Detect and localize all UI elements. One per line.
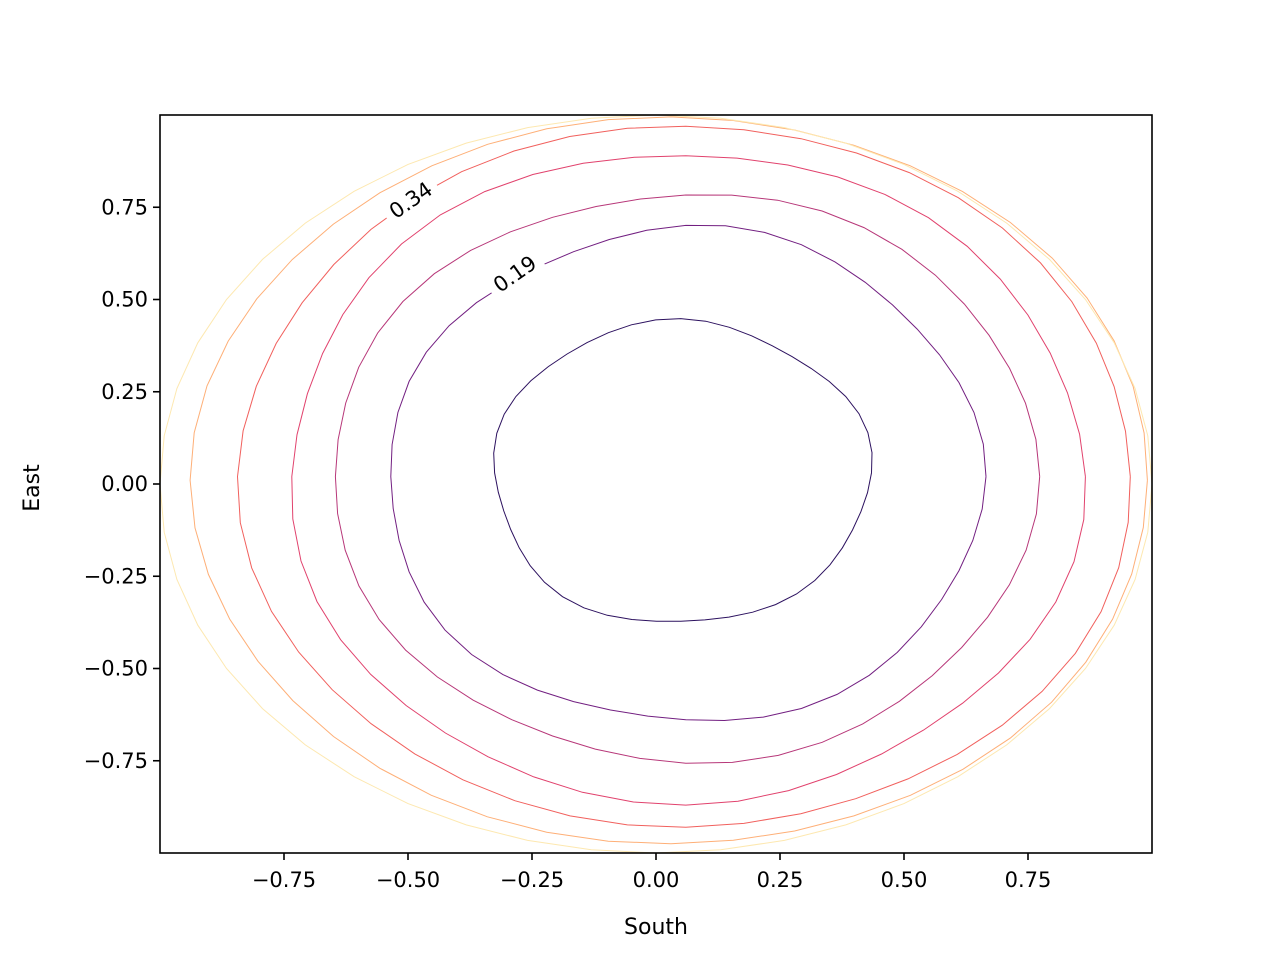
x-tick-label: −0.50 — [376, 868, 440, 892]
contour-line-0_24 — [334, 194, 1041, 764]
x-tick-label: 0.25 — [757, 868, 804, 892]
contour-line-0_39 — [189, 116, 1148, 845]
y-tick-label: 0.00 — [101, 472, 148, 496]
y-axis-title: East — [20, 464, 45, 512]
contour-line-0_19 — [390, 224, 987, 722]
x-axis-title: South — [624, 915, 688, 940]
y-tick-label: 0.75 — [101, 195, 148, 219]
y-tick-label: −0.50 — [84, 657, 148, 681]
y-tick-label: −0.75 — [84, 749, 148, 773]
contour-label-bg — [482, 245, 548, 303]
contour-line-0_34 — [236, 125, 1131, 828]
x-tick-label: −0.25 — [500, 868, 564, 892]
y-tick-label: 0.25 — [101, 380, 148, 404]
y-tick-label: −0.25 — [84, 564, 148, 588]
contour-label-bg — [378, 171, 444, 230]
contour-labels: 0.190.34 — [378, 171, 548, 303]
x-tick-label: 0.50 — [881, 868, 928, 892]
contour-line-0_29 — [291, 155, 1086, 806]
x-axis: −0.75 −0.50 −0.25 0.00 0.25 0.50 0.75 — [252, 853, 1052, 892]
y-tick-label: 0.50 — [101, 288, 148, 312]
contour-line-0_44 — [160, 115, 1152, 853]
contour-lines — [160, 115, 1152, 853]
y-axis: −0.75 −0.50 −0.25 0.00 0.25 0.50 0.75 — [84, 195, 160, 773]
contour-line-0_04 — [493, 318, 873, 622]
x-tick-label: −0.75 — [252, 868, 316, 892]
x-tick-label: 0.00 — [633, 868, 680, 892]
x-tick-label: 0.75 — [1005, 868, 1052, 892]
